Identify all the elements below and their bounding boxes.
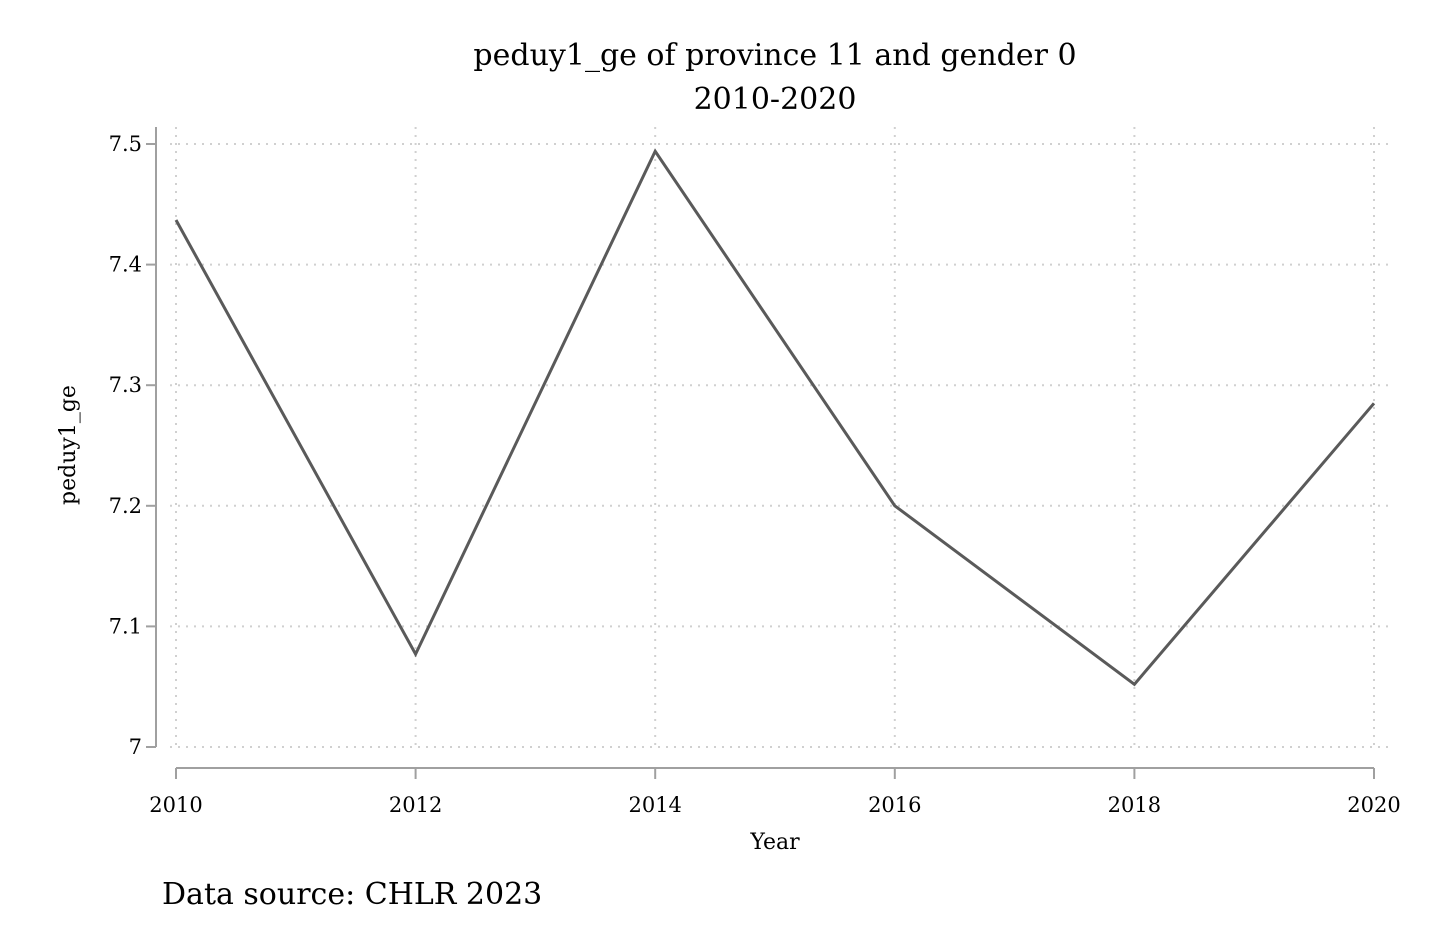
data-source-note: Data source: CHLR 2023 (162, 877, 542, 912)
gridlines (170, 127, 1392, 748)
y-tick-label: 7.3 (109, 373, 142, 397)
x-tick-label: 2016 (868, 793, 921, 817)
chart-title: peduy1_ge of province 11 and gender 0 (473, 38, 1076, 73)
y-axis-ticks: 7 7.1 7.2 7.3 7.4 7.5 (109, 132, 156, 759)
y-axis-title: peduy1_ge (56, 385, 81, 505)
y-tick-label: 7.4 (109, 253, 142, 277)
axes (155, 127, 1374, 769)
x-axis-ticks: 2010 2012 2014 2016 2018 2020 (149, 768, 1401, 817)
x-tick-label: 2020 (1347, 793, 1400, 817)
x-tick-label: 2018 (1108, 793, 1161, 817)
y-tick-label: 7.2 (109, 494, 142, 518)
x-tick-label: 2010 (149, 793, 202, 817)
series-layer (174, 148, 1376, 687)
chart-subtitle: 2010-2020 (694, 82, 857, 117)
x-axis-title: Year (749, 830, 800, 855)
y-tick-label: 7.1 (109, 614, 142, 638)
x-tick-label: 2012 (389, 793, 442, 817)
y-tick-label: 7 (129, 735, 142, 759)
series-line (174, 148, 1376, 687)
y-tick-label: 7.5 (109, 132, 142, 156)
x-tick-label: 2014 (628, 793, 681, 817)
